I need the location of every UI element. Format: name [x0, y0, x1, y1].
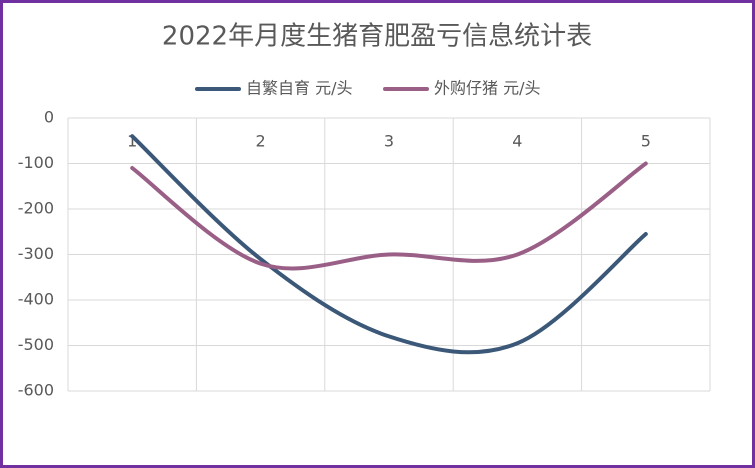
y-tick-label: -300 — [18, 244, 54, 263]
line — [130, 134, 648, 355]
legend-label: 自繁自育 元/头 — [246, 79, 352, 98]
chart-title: 2022年月度生猪育肥盈亏信息统计表 — [162, 22, 592, 52]
y-tick-label: -500 — [18, 335, 54, 354]
y-tick-label: -100 — [18, 153, 54, 172]
y-tick-label: -200 — [18, 199, 54, 218]
y-tick-label: 0 — [44, 108, 54, 127]
x-tick-label: 5 — [641, 132, 651, 151]
legend-label: 外购仔猪 元/头 — [434, 79, 540, 98]
x-tick-label: 1 — [127, 132, 137, 151]
x-tick-label: 2 — [256, 132, 266, 151]
line — [130, 161, 648, 271]
y-tick-label: -600 — [18, 381, 54, 400]
y-tick-label: -400 — [18, 290, 54, 309]
x-tick-label: 4 — [512, 132, 522, 151]
x-tick-label: 3 — [384, 132, 394, 151]
